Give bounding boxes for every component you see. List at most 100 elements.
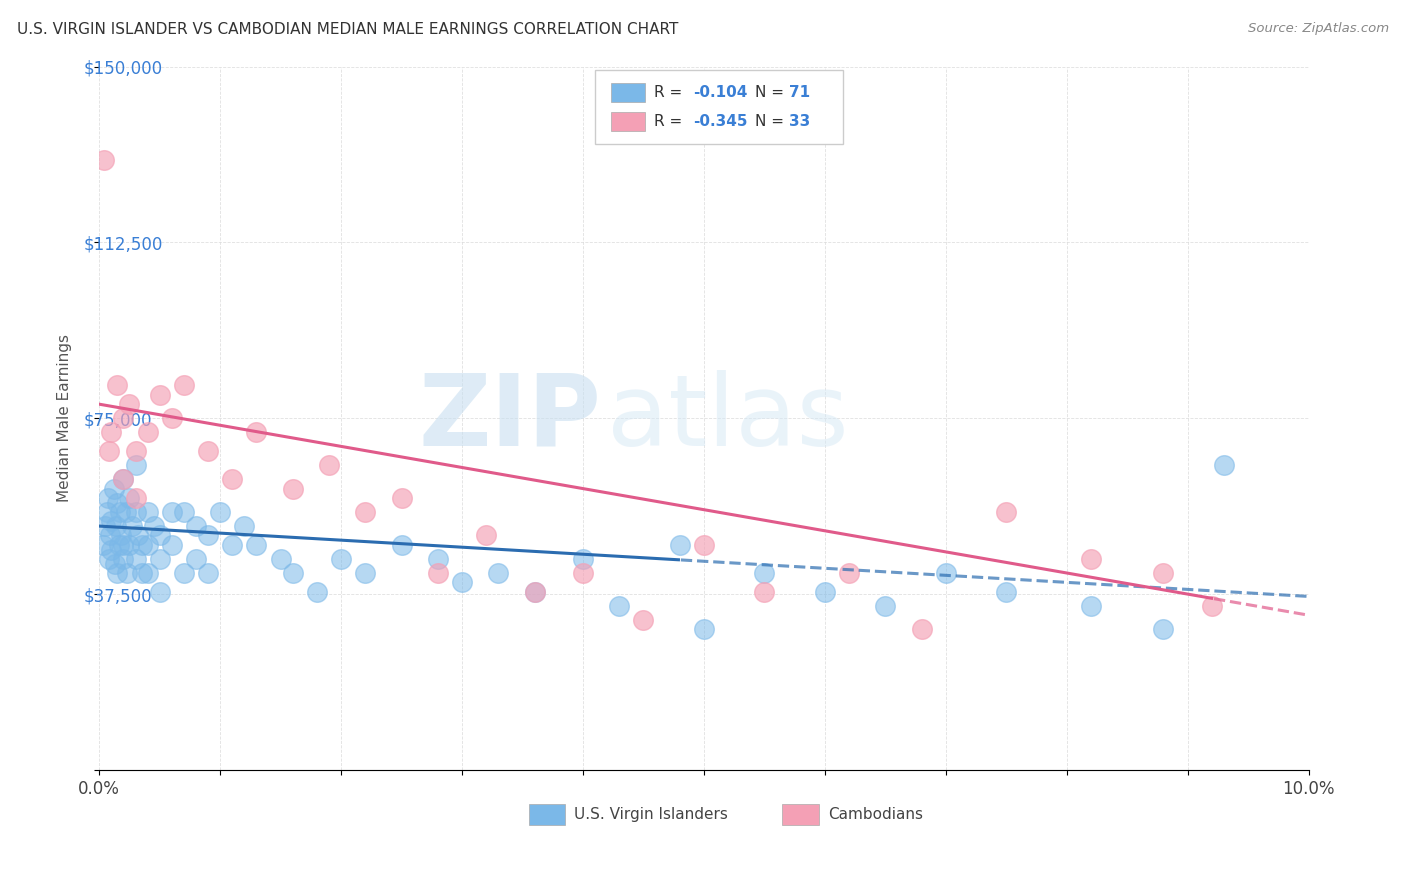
Point [354,566,377,580]
Point [668,538,690,552]
Point [184,552,207,566]
Text: 33: 33 [789,114,810,129]
Point [245,538,267,552]
Point [197,528,219,542]
Text: ZIP: ZIP [418,370,602,467]
Text: -0.345: -0.345 [693,114,748,129]
Point [136,505,159,519]
Point [107,538,129,552]
Text: R =: R = [654,114,688,129]
Point [754,566,776,580]
Point [100,515,122,529]
Point [814,584,837,599]
Point [115,505,138,519]
Point [754,584,776,599]
Text: U.S. VIRGIN ISLANDER VS CAMBODIAN MEDIAN MALE EARNINGS CORRELATION CHART: U.S. VIRGIN ISLANDER VS CAMBODIAN MEDIAN… [17,22,678,37]
Point [173,566,195,580]
Point [875,599,897,613]
Point [107,566,129,580]
Point [1152,566,1174,580]
Point [995,505,1018,519]
Point [149,388,172,402]
Point [523,584,546,599]
Point [173,505,195,519]
Point [100,425,122,440]
Text: N =: N = [755,114,789,129]
Point [391,491,413,505]
Point [118,491,141,505]
Point [136,566,159,580]
Point [93,153,115,168]
Point [173,378,195,392]
FancyBboxPatch shape [595,70,844,144]
Point [142,519,165,533]
Text: R =: R = [654,85,688,100]
Point [572,552,595,566]
Point [318,458,340,472]
Point [1212,458,1234,472]
Text: Source: ZipAtlas.com: Source: ZipAtlas.com [1249,22,1389,36]
Point [115,566,138,580]
Point [160,411,183,425]
Point [124,444,146,458]
Point [281,566,304,580]
FancyBboxPatch shape [529,804,565,825]
Point [112,552,135,566]
Point [97,444,120,458]
Point [197,566,219,580]
Point [197,444,219,458]
Point [103,482,125,496]
Point [110,528,132,542]
Point [91,538,114,552]
Point [245,425,267,440]
Point [118,538,141,552]
Point [121,519,143,533]
Point [354,505,377,519]
Text: -0.104: -0.104 [693,85,748,100]
Point [995,584,1018,599]
Point [633,613,655,627]
Point [305,584,328,599]
Point [607,599,630,613]
Point [127,528,149,542]
Point [112,538,135,552]
FancyBboxPatch shape [610,112,644,131]
Point [124,491,146,505]
Point [1201,599,1223,613]
Point [221,472,243,486]
Point [97,491,120,505]
Point [97,552,120,566]
Point [391,538,413,552]
Point [94,519,117,533]
Text: 71: 71 [789,85,810,100]
Point [475,528,498,542]
Point [209,505,232,519]
Point [281,482,304,496]
Point [100,542,122,557]
Point [426,552,449,566]
Point [1080,599,1102,613]
Point [131,566,153,580]
Point [124,505,146,519]
Point [160,505,183,519]
Point [98,528,121,542]
Point [108,505,131,519]
Point [184,519,207,533]
Point [105,519,128,533]
Point [233,519,256,533]
Point [118,397,141,411]
Y-axis label: Median Male Earnings: Median Male Earnings [58,334,72,502]
Point [112,411,135,425]
Point [149,552,172,566]
Point [486,566,509,580]
Point [107,378,129,392]
Point [523,584,546,599]
Point [107,496,129,510]
Point [838,566,860,580]
Point [451,575,474,590]
Point [112,472,135,486]
Point [221,538,243,552]
Point [112,472,135,486]
Point [104,557,127,571]
Text: N =: N = [755,85,789,100]
